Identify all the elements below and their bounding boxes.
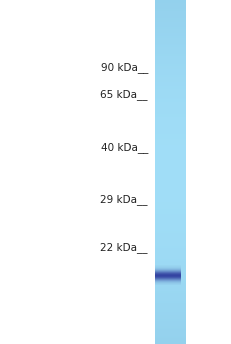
- Text: 40 kDa__: 40 kDa__: [101, 142, 148, 153]
- Text: 29 kDa__: 29 kDa__: [100, 195, 148, 205]
- Text: 90 kDa__: 90 kDa__: [101, 63, 148, 74]
- Text: 65 kDa__: 65 kDa__: [100, 89, 148, 100]
- Text: 22 kDa__: 22 kDa__: [100, 243, 148, 254]
